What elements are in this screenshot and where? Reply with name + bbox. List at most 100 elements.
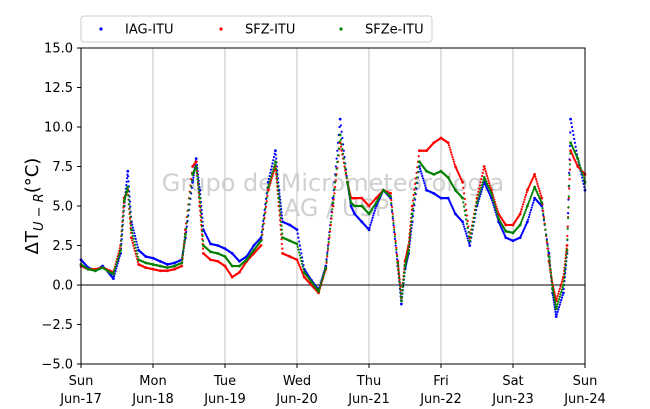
data-point-fill: [186, 215, 189, 218]
data-point-fill: [328, 236, 331, 239]
data-point-fill: [522, 214, 525, 217]
y-tick-label: 5.0: [52, 200, 73, 215]
data-point-fill: [188, 197, 191, 200]
data-point-fill: [449, 148, 452, 152]
data-point: [126, 185, 130, 189]
data-point-fill: [331, 211, 334, 214]
data-point-fill: [129, 205, 132, 208]
data-point-fill: [463, 227, 466, 231]
data-point-fill: [370, 221, 373, 224]
legend-marker: [99, 27, 103, 31]
data-point-fill: [561, 286, 564, 289]
data-point-fill: [578, 164, 582, 167]
data-point: [461, 180, 464, 184]
data-point-fill: [393, 230, 396, 234]
data-point-fill: [265, 196, 268, 199]
data-point-fill: [276, 186, 280, 189]
data-point-fill: [545, 233, 548, 237]
data-point-fill: [397, 265, 400, 268]
data-point-fill: [578, 162, 581, 165]
data-point: [389, 195, 392, 198]
data-point-fill: [120, 234, 123, 237]
data-point-fill: [280, 220, 283, 223]
data-point-fill: [326, 251, 329, 254]
data-point-fill: [270, 165, 273, 168]
data-point-fill: [545, 241, 548, 244]
data-point-fill: [520, 208, 523, 211]
data-point-fill: [524, 210, 527, 213]
data-point-fill: [530, 206, 533, 209]
data-point-fill: [302, 268, 305, 271]
data-point-fill: [582, 176, 585, 179]
data-point-fill: [471, 224, 474, 227]
data-point-fill: [327, 242, 330, 246]
data-point-fill: [132, 229, 135, 232]
data-point: [180, 261, 184, 265]
data-point-fill: [562, 287, 565, 291]
data-point-fill: [348, 195, 352, 198]
data-point-fill: [271, 170, 274, 173]
data-point-fill: [414, 186, 417, 189]
data-point-fill: [329, 223, 332, 227]
data-point-fill: [125, 177, 129, 180]
data-point-fill: [333, 192, 336, 195]
x-tick-date: Jun-19: [203, 392, 246, 407]
data-point-fill: [451, 155, 454, 159]
data-point: [338, 133, 342, 137]
data-point: [526, 204, 529, 208]
data-point-fill: [342, 157, 345, 160]
data-point-fill: [187, 203, 191, 206]
data-point: [266, 185, 270, 189]
data-point-fill: [417, 155, 420, 158]
data-point-fill: [462, 223, 465, 226]
data-point-fill: [261, 225, 264, 228]
data-point-fill: [335, 167, 338, 170]
data-point-fill: [470, 232, 473, 235]
data-point-fill: [296, 260, 299, 263]
x-tick-date: Jun-23: [491, 392, 534, 407]
data-point-fill: [532, 201, 535, 204]
data-point-fill: [280, 224, 283, 227]
data-point-fill: [568, 178, 571, 181]
data-point-fill: [125, 180, 128, 183]
data-point: [389, 191, 392, 195]
data-point-fill: [403, 271, 406, 275]
data-point-fill: [201, 247, 205, 250]
data-point-fill: [297, 262, 300, 265]
data-point-fill: [520, 220, 523, 223]
data-point-fill: [465, 234, 469, 238]
data-point-fill: [464, 203, 467, 206]
data-point-fill: [113, 275, 116, 278]
data-point-fill: [567, 195, 570, 198]
data-point-fill: [344, 169, 347, 172]
data-point-fill: [410, 223, 413, 226]
data-point-fill: [272, 165, 276, 168]
data-point-fill: [261, 228, 264, 232]
data-point-fill: [477, 196, 480, 199]
legend-label: SFZe-ITU: [365, 23, 424, 38]
data-point-fill: [448, 146, 451, 149]
data-point-fill: [558, 287, 561, 291]
data-point-fill: [269, 171, 272, 174]
data-point-fill: [131, 226, 134, 229]
data-point: [180, 264, 184, 268]
data-point-fill: [372, 214, 375, 217]
data-point-fill: [409, 227, 412, 230]
data-point-fill: [565, 252, 568, 255]
data-point: [407, 248, 410, 252]
data-point-fill: [341, 152, 345, 155]
data-point-fill: [413, 204, 416, 207]
data-point-fill: [326, 253, 329, 256]
data-point: [569, 117, 572, 121]
data-point-fill: [401, 289, 404, 292]
data-point-fill: [554, 303, 557, 306]
x-tick-day: Thu: [356, 374, 381, 389]
data-point-fill: [391, 212, 394, 215]
data-point-fill: [552, 291, 555, 294]
data-point-fill: [528, 213, 531, 216]
data-point-fill: [129, 220, 132, 223]
data-point-fill: [392, 224, 395, 227]
data-point-fill: [339, 138, 343, 141]
data-point-fill: [537, 187, 541, 190]
data-point-fill: [422, 179, 425, 182]
